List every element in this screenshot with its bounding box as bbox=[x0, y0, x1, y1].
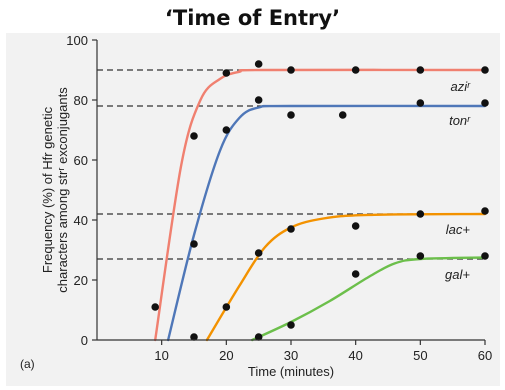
data-point-1-4 bbox=[338, 111, 347, 119]
data-point-0-0 bbox=[151, 303, 159, 311]
series-curve-2 bbox=[205, 212, 487, 342]
data-point-1-5 bbox=[416, 99, 425, 107]
data-point-1-0 bbox=[190, 240, 198, 248]
y-tick-label-1: 20 bbox=[74, 273, 88, 288]
x-tick-label-4: 50 bbox=[413, 348, 427, 363]
data-point-2-3 bbox=[287, 225, 295, 233]
x-tick-label-2: 30 bbox=[284, 348, 298, 363]
series-curve-0 bbox=[154, 68, 487, 342]
data-point-3-0 bbox=[254, 333, 263, 341]
y-tick-label-2: 40 bbox=[74, 213, 88, 228]
data-point-0-1 bbox=[190, 132, 198, 140]
data-point-3-4 bbox=[481, 252, 489, 260]
series-curve-1 bbox=[166, 104, 487, 342]
data-point-1-3 bbox=[287, 111, 295, 119]
figure-panel bbox=[6, 33, 500, 386]
data-point-0-6 bbox=[416, 66, 425, 74]
x-tick-label-0: 10 bbox=[154, 348, 168, 363]
data-point-2-1 bbox=[222, 303, 231, 311]
data-point-0-7 bbox=[481, 66, 489, 74]
data-point-2-2 bbox=[254, 249, 263, 257]
series-label-1: tonʳ bbox=[449, 113, 471, 128]
data-point-1-2 bbox=[254, 96, 263, 104]
data-point-3-3 bbox=[416, 252, 425, 260]
data-point-0-2 bbox=[222, 69, 231, 77]
data-point-0-3 bbox=[254, 60, 263, 68]
y-tick-label-4: 80 bbox=[74, 93, 88, 108]
y-axis-label-line2: characters among strʳ exconjugants bbox=[55, 87, 70, 293]
series-points bbox=[151, 60, 489, 341]
y-tick-label-5: 100 bbox=[66, 33, 88, 48]
panel-label: (a) bbox=[20, 357, 35, 371]
data-point-0-4 bbox=[287, 66, 295, 74]
y-tick-label-3: 60 bbox=[74, 153, 88, 168]
series-label-0: aziʳ bbox=[451, 79, 472, 94]
x-axis-label: Time (minutes) bbox=[248, 364, 334, 379]
data-point-0-5 bbox=[351, 66, 360, 74]
x-tick-label-1: 20 bbox=[219, 348, 233, 363]
series-label-2: lac+ bbox=[446, 222, 471, 237]
data-point-2-4 bbox=[351, 222, 360, 230]
data-point-1-6 bbox=[481, 99, 489, 107]
series-labels: aziʳ tonʳ lac+ gal+ bbox=[445, 79, 471, 282]
y-tick-label-0: 0 bbox=[81, 333, 88, 348]
x-tick-label-3: 40 bbox=[348, 348, 362, 363]
data-point-3-2 bbox=[351, 270, 360, 278]
data-point-2-6 bbox=[481, 207, 489, 215]
data-point-2-0 bbox=[190, 333, 198, 341]
series-label-3: gal+ bbox=[445, 267, 470, 282]
slide-title: ‘Time of Entry’ bbox=[164, 6, 341, 30]
data-point-3-1 bbox=[287, 321, 295, 329]
data-point-2-5 bbox=[416, 210, 425, 218]
x-tick-label-5: 60 bbox=[478, 348, 492, 363]
y-axis-label-line1: Frequency (%) of Hfr genetic bbox=[40, 106, 55, 273]
axis-ticks: 10 20 30 40 50 60 0 20 40 60 80 100 bbox=[66, 33, 492, 363]
series-curves bbox=[154, 68, 487, 342]
data-point-1-1 bbox=[222, 126, 231, 134]
